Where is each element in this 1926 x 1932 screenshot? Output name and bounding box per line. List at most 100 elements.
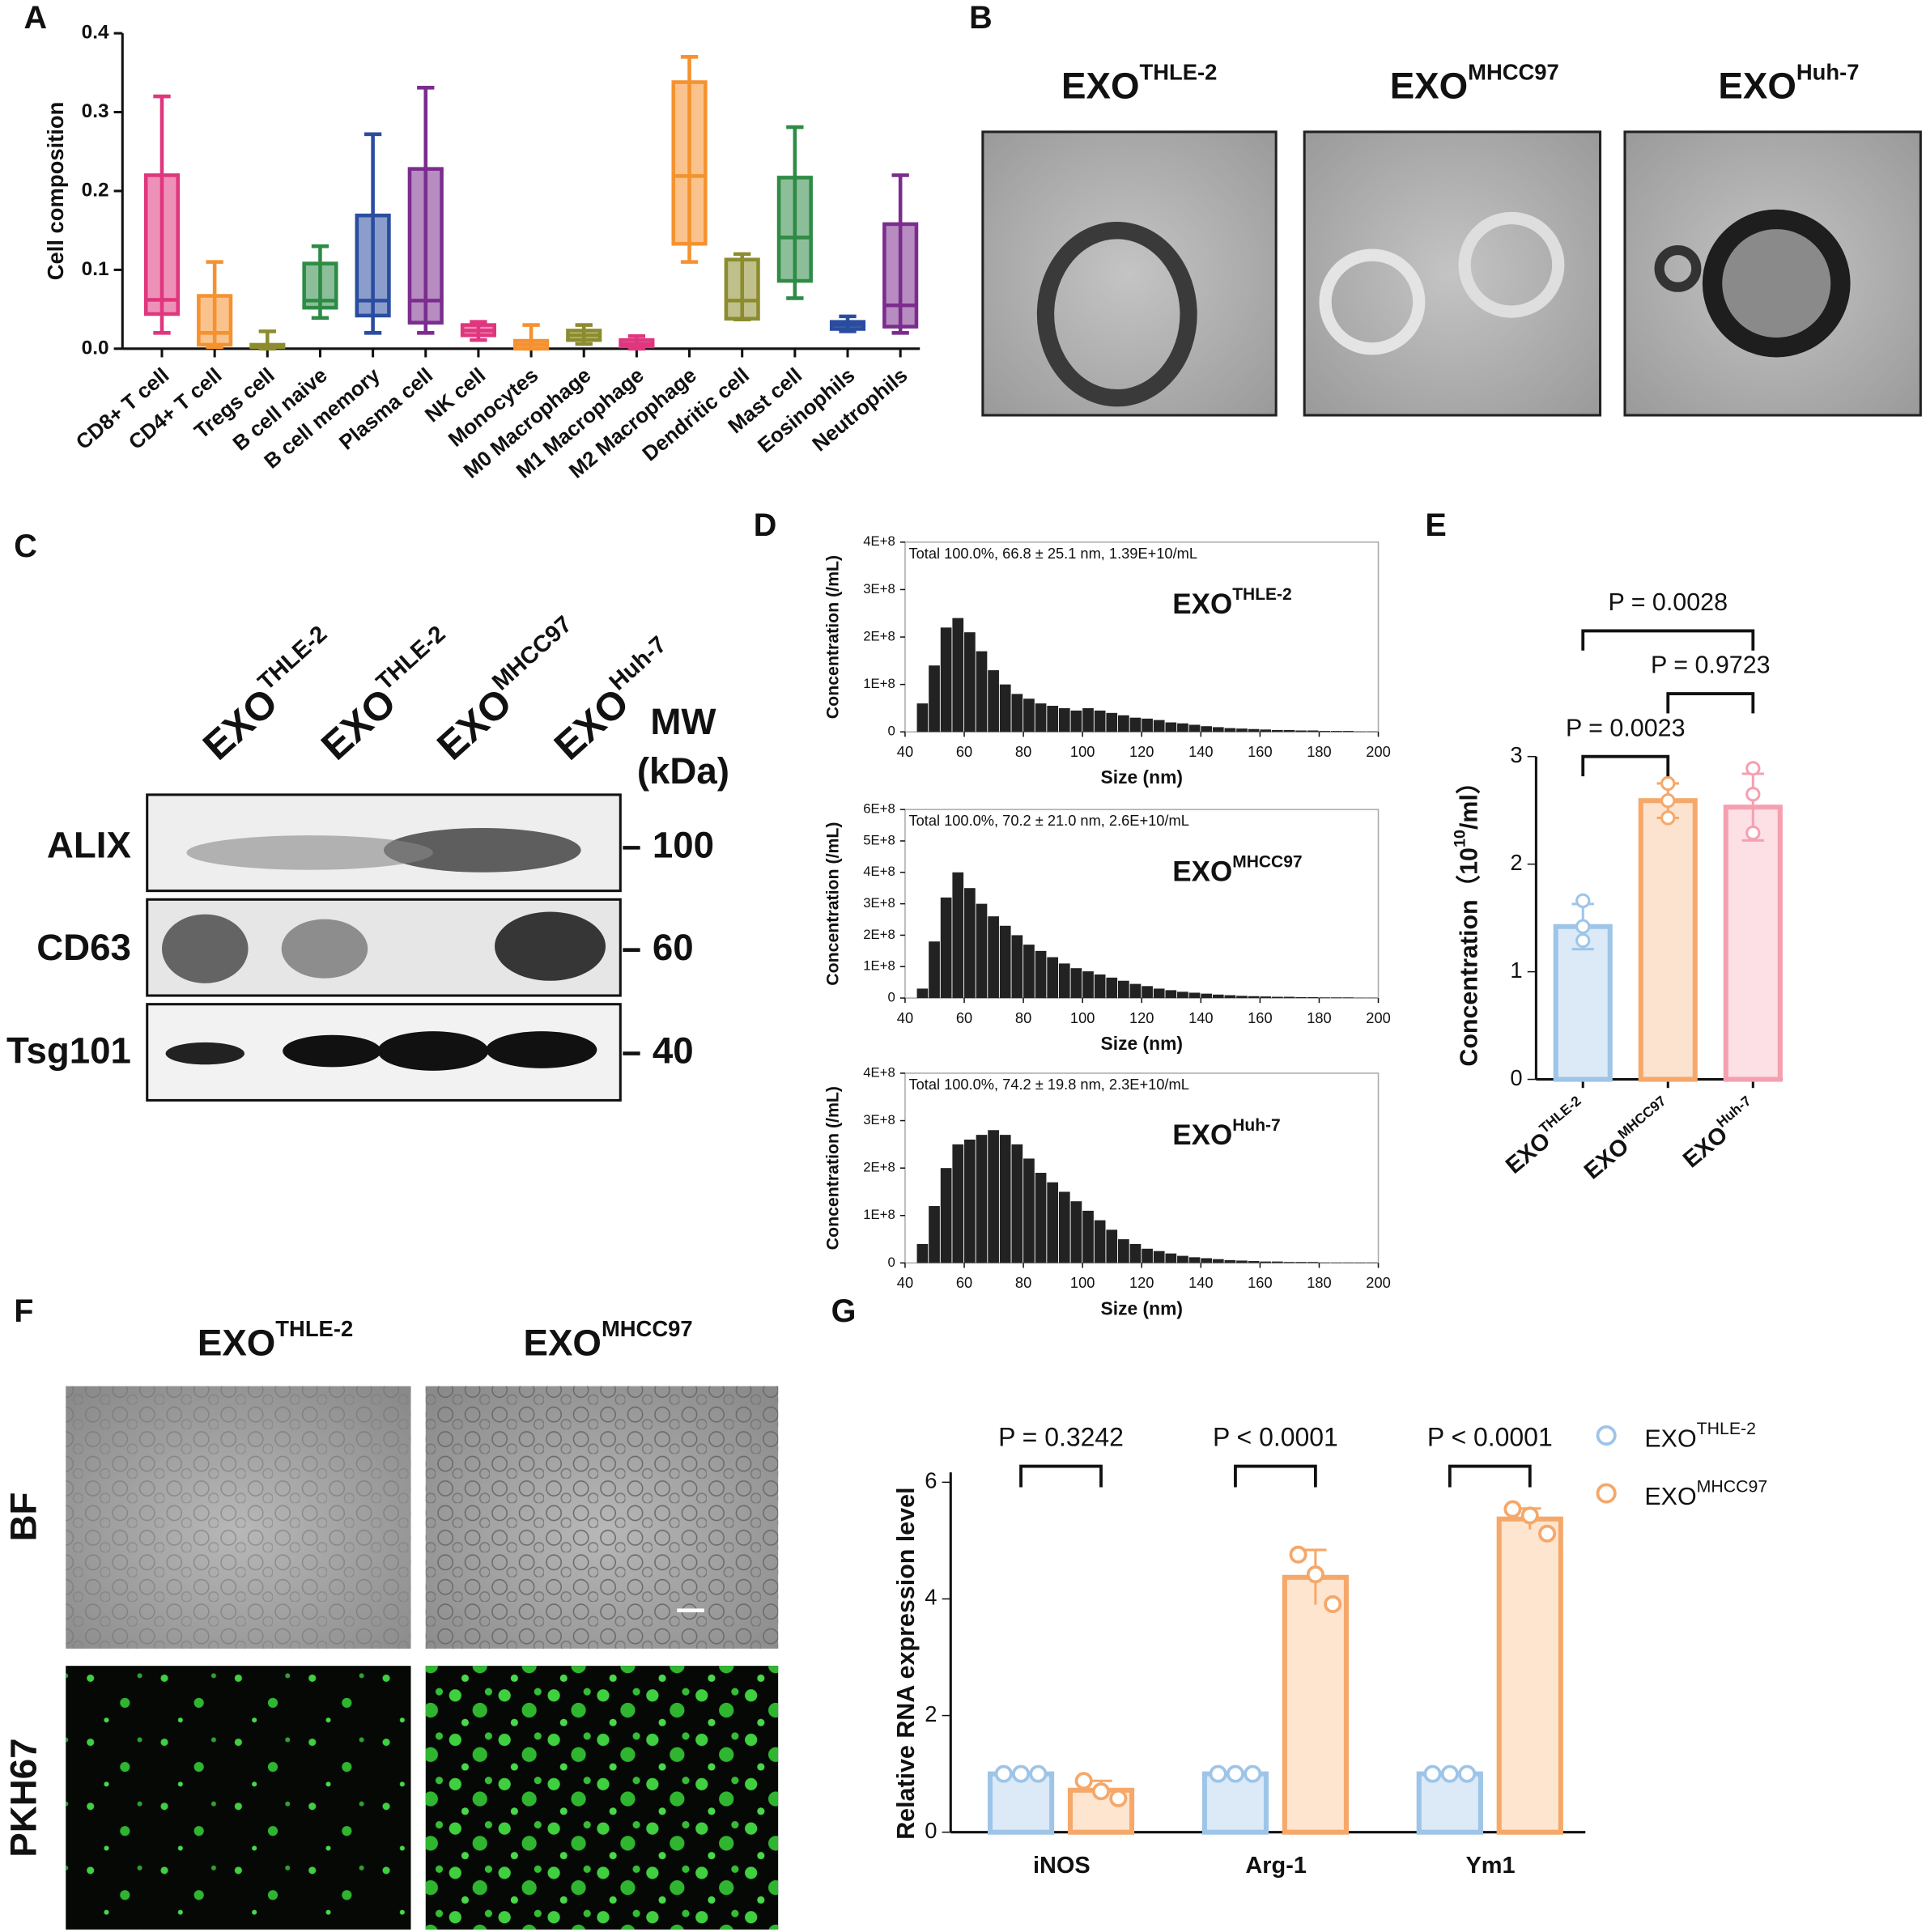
data-point	[1660, 810, 1676, 826]
histogram-bar	[1283, 996, 1295, 999]
western-blots	[146, 793, 622, 1102]
label-sup: THLE-2	[253, 621, 332, 695]
histogram-bar	[1165, 722, 1177, 732]
x-axis-label: Size (nm)	[1101, 1297, 1183, 1318]
data-point	[1209, 1764, 1227, 1783]
image-title: EXOTHLE-2	[1061, 60, 1217, 107]
x-tick-label: 200	[1366, 743, 1390, 760]
y-tick-label: 4E+8	[863, 533, 895, 549]
panel-letter: A	[23, 0, 47, 36]
label-sup: Huh-7	[605, 631, 672, 695]
label-base: EXO	[1390, 66, 1468, 107]
histogram-bar	[1118, 1239, 1129, 1263]
x-tick-label: 60	[956, 1274, 972, 1291]
x-tick-label: 140	[1188, 743, 1213, 760]
label-sup: MHCC97	[1232, 852, 1302, 871]
annotation: Total 100.0%, 66.8 ± 25.1 nm, 1.39E+10/m…	[909, 545, 1198, 562]
mw-label: 60	[653, 927, 694, 968]
histogram-bar	[964, 888, 976, 999]
y-axis-label: Cell composition	[43, 102, 68, 281]
histogram-bar	[1094, 974, 1106, 999]
histogram-bar	[1342, 731, 1354, 732]
row-label: PKH67	[3, 1738, 45, 1857]
y-tick-label: 2E+8	[863, 1160, 895, 1175]
vesicle	[1654, 244, 1702, 292]
histogram-bar	[1011, 1144, 1023, 1263]
y-tick-label: 1	[1510, 958, 1522, 983]
y-tick-label: 4	[925, 1585, 937, 1610]
column-title: EXOTHLE-2	[198, 1316, 353, 1363]
data-point	[1575, 919, 1591, 934]
bar	[1416, 1771, 1483, 1835]
data-point	[1109, 1789, 1128, 1807]
legend-label: EXOMHCC97	[1644, 1476, 1767, 1510]
y-tick-label: 0	[925, 1818, 937, 1843]
histogram-bar	[1224, 1259, 1236, 1263]
data-point	[1575, 893, 1591, 908]
vesicle	[1702, 209, 1851, 358]
annotation: Total 100.0%, 70.2 ± 21.0 nm, 2.6E+10/mL	[909, 812, 1189, 829]
label-sup: THLE-2	[372, 621, 450, 695]
label-base: EXO	[1172, 1119, 1232, 1151]
fluorescence-signal	[66, 1666, 411, 1930]
histogram-bar	[999, 1135, 1011, 1263]
histogram-bar	[1331, 731, 1342, 732]
histogram-bar	[988, 916, 999, 999]
label-sup: THLE-2	[1697, 1419, 1756, 1438]
histogram-bar	[1260, 996, 1272, 999]
y-tick-label: 6E+8	[863, 801, 895, 817]
band	[377, 1031, 489, 1071]
legend-marker	[1596, 1483, 1617, 1504]
histogram-bar	[1201, 1258, 1213, 1263]
x-tick-label: 140	[1188, 1274, 1213, 1291]
data-point	[1745, 787, 1761, 802]
lane-label: EXOHuh-7	[542, 631, 687, 768]
y-axis-label: Concentration（1010/ml）	[1452, 770, 1483, 1067]
image-title: EXOMHCC97	[1390, 60, 1559, 107]
x-tick-label: 200	[1366, 1274, 1390, 1291]
data-point	[1660, 793, 1676, 809]
histogram-bar	[1011, 694, 1023, 732]
histogram-bar	[1142, 718, 1153, 732]
y-tick-label: 4E+8	[863, 864, 895, 879]
y-tick-label: 3E+8	[863, 581, 895, 597]
histogram-bar	[1295, 996, 1307, 999]
histogram-bar	[1283, 1262, 1295, 1263]
y-axis-label: Concentration (/mL)	[823, 822, 842, 985]
histogram-bar	[1260, 1261, 1272, 1263]
histogram-bar	[1023, 698, 1035, 732]
histogram-bar	[1129, 1243, 1142, 1263]
y-tick-label: 3E+8	[863, 1112, 895, 1127]
histogram-bar	[940, 627, 952, 732]
histogram-bar	[1177, 991, 1188, 999]
x-tick-label: 40	[897, 743, 913, 760]
y-tick-label: 0.1	[82, 258, 109, 280]
histogram-bar	[952, 872, 964, 999]
panel-letter: D	[754, 507, 777, 543]
x-tick-label: 160	[1248, 1274, 1272, 1291]
label-base: EXO	[1718, 66, 1796, 107]
box	[882, 222, 919, 329]
x-tick-label: EXOMHCC97	[1576, 1092, 1678, 1184]
data-point	[1226, 1764, 1244, 1783]
x-tick-label: Ym1	[1466, 1853, 1516, 1879]
histogram-bar	[940, 1168, 952, 1263]
histogram-bar	[952, 1144, 964, 1263]
significance-bracket	[1581, 754, 1670, 777]
histogram-bar	[1224, 995, 1236, 999]
y-tick-label: 2E+8	[863, 927, 895, 942]
histogram-bar	[1236, 1260, 1248, 1263]
significance-bracket	[1581, 629, 1755, 651]
histogram-bar	[1271, 1261, 1283, 1263]
data-point	[1029, 1764, 1048, 1783]
histogram-bar	[1201, 993, 1213, 999]
x-tick-label: iNOS	[1033, 1853, 1091, 1879]
histogram-bar	[1058, 963, 1070, 999]
bar	[987, 1771, 1055, 1835]
x-tick-label: 80	[1015, 1009, 1031, 1026]
histogram-bar	[1248, 1261, 1260, 1263]
panel-letter: E	[1425, 507, 1446, 543]
histogram-bar	[1094, 710, 1106, 732]
x-tick-label: 120	[1129, 1009, 1154, 1026]
